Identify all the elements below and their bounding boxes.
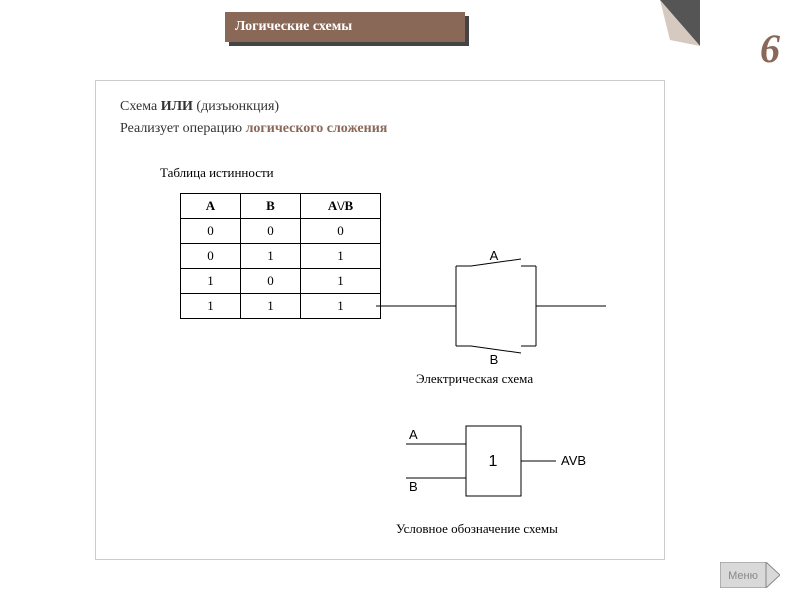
truth-table-cell: 0 [241,269,301,294]
truth-table-cell: 1 [241,294,301,319]
logic-gate-diagram: A B 1 AVB [376,411,606,516]
truth-table-row: 111 [181,294,381,319]
truth-table-cell: 0 [181,219,241,244]
truth-table-cell: 1 [301,294,381,319]
gate-in-b: B [409,479,418,494]
header-title: Логические схемы [235,19,352,35]
gate-in-a: A [409,427,418,442]
logic-gate-caption: Условное обозначение схемы [396,521,558,537]
diagram-label-a: A [490,248,499,263]
subtitle-line-1: Схема ИЛИ (дизъюнкция) [120,99,640,115]
truth-table-row: 011 [181,244,381,269]
gate-body-label: 1 [489,453,498,470]
truth-table-cell: 0 [301,219,381,244]
electrical-diagram-caption: Электрическая схема [416,371,533,387]
menu-label: Меню [728,570,758,582]
electrical-diagram: A B [376,246,606,371]
truth-table-header: A\/B [301,194,381,219]
subtitle-line-2: Реализует операцию логического сложения [120,121,640,137]
menu-button[interactable]: Меню [720,562,780,588]
truth-table-header: B [241,194,301,219]
gate-out-label: AVB [561,453,586,468]
page-number: 6 [760,25,780,72]
truth-table-cell: 1 [181,294,241,319]
truth-table-row: 000 [181,219,381,244]
truth-table-header: A [181,194,241,219]
truth-table: ABA\/B 000011101111 [180,193,381,319]
truth-table-cell: 1 [301,269,381,294]
page-corner-fold [660,0,700,46]
diagram-label-b: B [490,352,499,366]
truth-table-label: Таблица истинности [160,165,640,181]
truth-table-row: 101 [181,269,381,294]
truth-table-cell: 0 [241,219,301,244]
content-frame: Схема ИЛИ (дизъюнкция) Реализует операци… [95,80,665,560]
truth-table-cell: 1 [241,244,301,269]
truth-table-cell: 1 [301,244,381,269]
truth-table-cell: 0 [181,244,241,269]
truth-table-cell: 1 [181,269,241,294]
header-banner: Логические схемы [225,12,465,42]
